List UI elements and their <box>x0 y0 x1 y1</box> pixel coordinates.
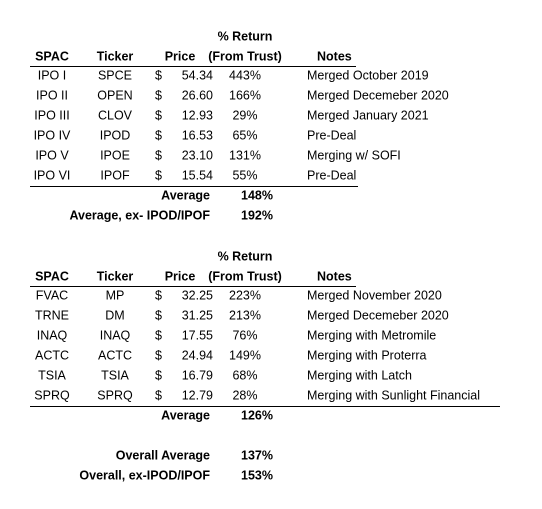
price: 23.10 <box>182 148 213 162</box>
return: 29% <box>232 108 257 122</box>
return-header: % Return <box>218 249 273 263</box>
ticker: CLOV <box>98 108 133 122</box>
return: 443% <box>229 68 261 82</box>
currency: $ <box>155 148 162 162</box>
return: 65% <box>232 128 257 142</box>
spac-name: SPRQ <box>34 388 70 402</box>
notes: Merging with Metromile <box>307 328 436 342</box>
summary-label: Average <box>161 408 210 422</box>
overall-label: Overall Average <box>116 448 210 462</box>
summary-value: 126% <box>241 408 273 422</box>
notes: Merged November 2020 <box>307 288 442 302</box>
return: 68% <box>232 368 257 382</box>
summary-label: Average <box>161 188 210 202</box>
spac-name: TRNE <box>35 308 69 322</box>
ticker: IPOE <box>100 148 130 162</box>
column-header: Ticker <box>97 49 134 63</box>
notes: Merged January 2021 <box>307 108 429 122</box>
currency: $ <box>155 368 162 382</box>
spac-name: IPO V <box>35 148 69 162</box>
return: 166% <box>229 88 261 102</box>
currency: $ <box>155 68 162 82</box>
currency: $ <box>155 328 162 342</box>
price: 17.55 <box>182 328 213 342</box>
currency: $ <box>155 388 162 402</box>
ticker: INAQ <box>100 328 131 342</box>
currency: $ <box>155 108 162 122</box>
ticker: IPOD <box>100 128 131 142</box>
summary-value: 192% <box>241 208 273 222</box>
column-header: SPAC <box>35 49 69 63</box>
return: 76% <box>232 328 257 342</box>
price: 16.53 <box>182 128 213 142</box>
return: 213% <box>229 308 261 322</box>
spac-name: IPO I <box>38 68 66 82</box>
currency: $ <box>155 308 162 322</box>
notes: Merging with Proterra <box>307 348 427 362</box>
spac-name: INAQ <box>37 328 68 342</box>
notes: Pre-Deal <box>307 168 356 182</box>
price: 31.25 <box>182 308 213 322</box>
price: 15.54 <box>182 168 213 182</box>
spac-name: FVAC <box>36 288 68 302</box>
column-header: Price <box>165 269 196 283</box>
ticker: SPRQ <box>97 388 133 402</box>
ticker: TSIA <box>101 368 129 382</box>
spac-name: IPO VI <box>34 168 71 182</box>
spac-name: IPO II <box>36 88 68 102</box>
column-header: (From Trust) <box>208 49 282 63</box>
notes: Merging w/ SOFI <box>307 148 401 162</box>
ticker: DM <box>105 308 124 322</box>
column-header: (From Trust) <box>208 269 282 283</box>
return: 55% <box>232 168 257 182</box>
summary-value: 148% <box>241 188 273 202</box>
ticker: ACTC <box>98 348 132 362</box>
ticker: MP <box>106 288 125 302</box>
price: 26.60 <box>182 88 213 102</box>
currency: $ <box>155 168 162 182</box>
price: 32.25 <box>182 288 213 302</box>
summary-label: Average, ex- IPOD/IPOF <box>69 208 210 222</box>
spac-name: ACTC <box>35 348 69 362</box>
return: 28% <box>232 388 257 402</box>
ticker: OPEN <box>97 88 132 102</box>
notes: Merged October 2019 <box>307 68 429 82</box>
spac-name: IPO IV <box>34 128 71 142</box>
return: 223% <box>229 288 261 302</box>
currency: $ <box>155 88 162 102</box>
column-header: Ticker <box>97 269 134 283</box>
notes: Merging with Sunlight Financial <box>307 388 480 402</box>
ticker: IPOF <box>100 168 130 182</box>
currency: $ <box>155 288 162 302</box>
overall-value: 153% <box>241 468 273 482</box>
price: 12.93 <box>182 108 213 122</box>
notes: Pre-Deal <box>307 128 356 142</box>
overall-value: 137% <box>241 448 273 462</box>
price: 12.79 <box>182 388 213 402</box>
currency: $ <box>155 348 162 362</box>
return-header: % Return <box>218 29 273 43</box>
price: 54.34 <box>182 68 213 82</box>
price: 16.79 <box>182 368 213 382</box>
column-header: Price <box>165 49 196 63</box>
notes: Merged Decemeber 2020 <box>307 88 449 102</box>
return: 131% <box>229 148 261 162</box>
column-header: SPAC <box>35 269 69 283</box>
spac-name: IPO III <box>34 108 69 122</box>
ticker: SPCE <box>98 68 132 82</box>
overall-label: Overall, ex-IPOD/IPOF <box>79 468 210 482</box>
column-header: Notes <box>317 269 352 283</box>
notes: Merged Decemeber 2020 <box>307 308 449 322</box>
currency: $ <box>155 128 162 142</box>
column-header: Notes <box>317 49 352 63</box>
return: 149% <box>229 348 261 362</box>
price: 24.94 <box>182 348 213 362</box>
spac-name: TSIA <box>38 368 66 382</box>
notes: Merging with Latch <box>307 368 412 382</box>
